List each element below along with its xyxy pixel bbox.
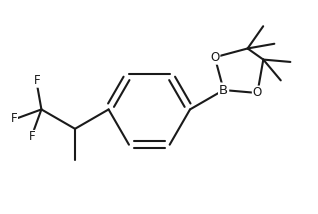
Text: F: F [11,112,17,125]
Text: B: B [219,83,228,97]
Text: O: O [253,86,262,100]
Text: F: F [33,74,40,87]
Text: F: F [29,130,35,143]
Text: O: O [210,51,219,64]
